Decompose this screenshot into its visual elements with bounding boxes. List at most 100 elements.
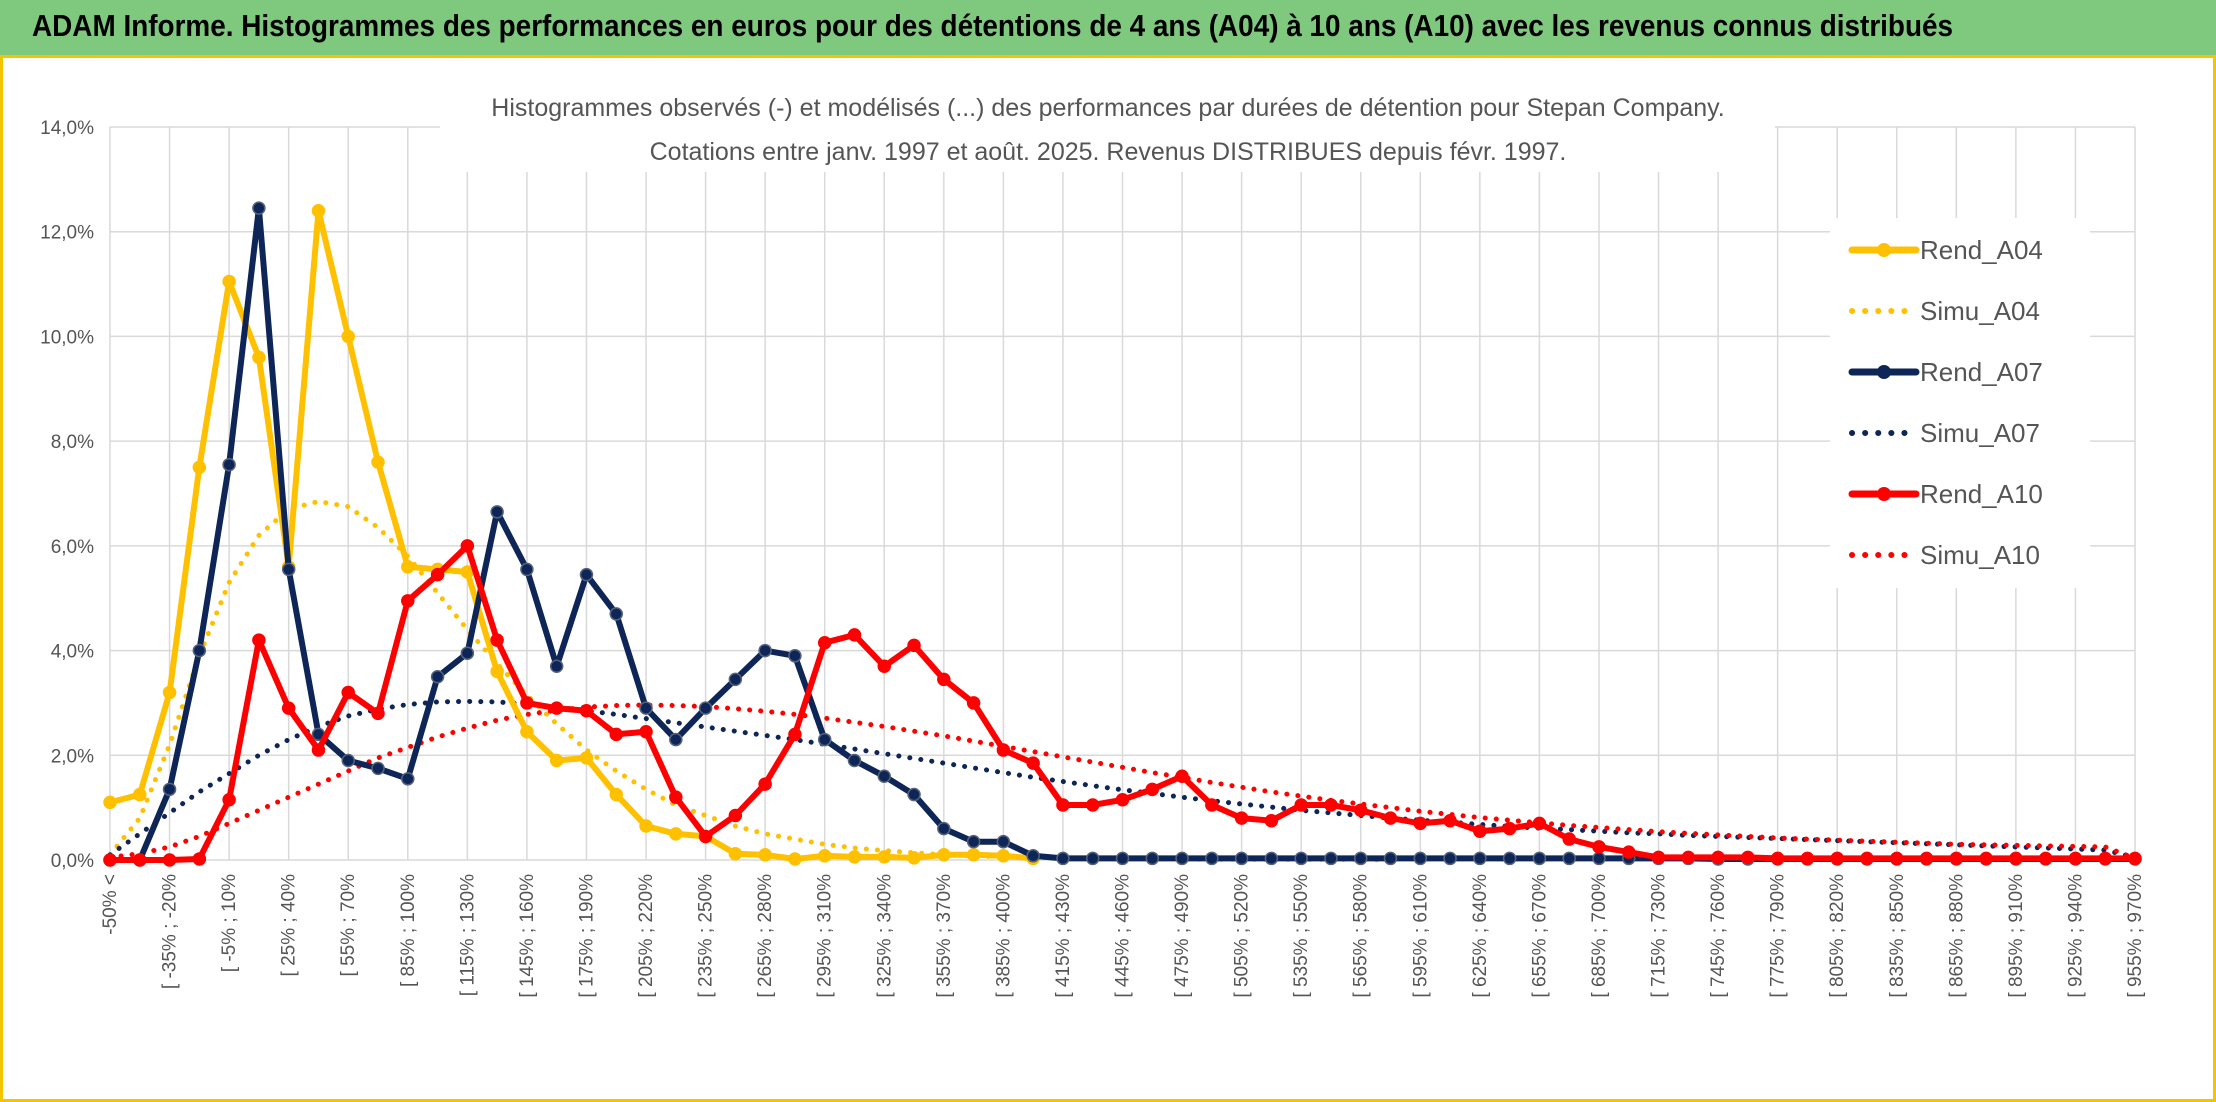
chart-subtitle: Cotations entre janv. 1997 et août. 2025…: [650, 138, 1567, 166]
legend-label: Rend_A04: [1920, 235, 2043, 265]
data-point-rend_a10: [2009, 851, 2023, 866]
data-point-rend_a10: [281, 701, 296, 715]
legend-backdrop: [1830, 218, 2090, 588]
data-point-rend_a10: [758, 777, 772, 791]
x-tick-label: [ 445% ; 460%: [1113, 874, 1134, 998]
data-point-rend_a07: [758, 643, 772, 658]
data-point-rend_a10: [579, 704, 594, 718]
data-point-rend_a10: [1681, 850, 1696, 865]
data-point-rend_a07: [698, 701, 713, 715]
data-point-rend_a10: [1294, 798, 1308, 812]
data-point-rend_a04: [966, 848, 981, 862]
data-point-rend_a07: [371, 761, 385, 776]
data-point-rend_a04: [609, 787, 623, 802]
x-tick-label: [ 805% ; 820%: [1827, 874, 1848, 998]
data-point-rend_a10: [401, 594, 415, 608]
data-point-rend_a10: [1562, 832, 1576, 846]
x-tick-label: [ 895% ; 910%: [2006, 874, 2027, 998]
data-point-rend_a07: [1056, 851, 1070, 866]
data-point-rend_a10: [877, 659, 892, 674]
data-point-rend_a04: [401, 560, 415, 574]
x-tick-label: [ 535% ; 550%: [1291, 874, 1312, 998]
data-point-rend_a07: [1294, 851, 1308, 866]
data-point-rend_a07: [966, 834, 981, 849]
data-point-rend_a10: [1770, 851, 1785, 866]
data-point-rend_a04: [996, 849, 1011, 863]
title-backdrop: [440, 86, 1775, 172]
x-tick-label: [ -5% ; 10%: [219, 874, 240, 972]
data-point-rend_a10: [1979, 851, 1993, 866]
data-point-rend_a07: [401, 772, 415, 786]
data-point-rend_a10: [549, 701, 564, 715]
data-point-rend_a10: [192, 852, 207, 866]
data-point-rend_a07: [847, 753, 862, 768]
data-point-rend_a07: [162, 782, 177, 797]
data-point-rend_a07: [341, 753, 355, 768]
x-tick-label: [ 655% ; 670%: [1529, 874, 1550, 998]
data-point-rend_a07: [728, 672, 743, 687]
data-point-rend_a07: [1413, 851, 1428, 866]
y-axis-labels: 0,0% 2,0% 4,0% 6,0% 8,0% 10,0% 12,0% 14,0%: [40, 118, 94, 872]
data-point-rend_a04: [520, 724, 534, 739]
data-point-rend_a04: [758, 848, 772, 862]
series-line-simu_a04: [107, 498, 1393, 863]
data-point-rend_a10: [788, 727, 802, 742]
data-point-rend_a10: [609, 727, 623, 742]
data-point-rend_a10: [490, 633, 504, 647]
data-point-rend_a10: [1502, 821, 1517, 836]
data-point-rend_a10: [1919, 851, 1934, 866]
data-point-rend_a07: [669, 732, 683, 747]
legend-marker: [1877, 487, 1891, 501]
x-tick-label: [ 85% ; 100%: [398, 874, 419, 987]
data-point-rend_a07: [1532, 851, 1547, 866]
y-tick-label: 8,0%: [51, 432, 94, 453]
data-point-rend_a10: [1145, 782, 1160, 797]
data-point-rend_a10: [222, 793, 236, 807]
data-point-rend_a10: [1830, 851, 1844, 866]
series-line-simu_a10: [107, 702, 2138, 861]
data-point-rend_a04: [579, 751, 594, 765]
data-point-rend_a10: [698, 829, 713, 844]
data-point-rend_a10: [1383, 811, 1398, 825]
data-point-rend_a04: [877, 850, 892, 864]
data-point-rend_a10: [103, 853, 117, 867]
data-point-rend_a10: [1413, 816, 1428, 831]
data-point-rend_a07: [1324, 851, 1338, 866]
data-point-rend_a10: [1115, 793, 1130, 807]
data-point-rend_a10: [1205, 798, 1219, 812]
data-point-rend_a04: [103, 795, 117, 810]
x-tick-label: [ 745% ; 760%: [1708, 874, 1729, 998]
data-point-rend_a10: [2128, 851, 2142, 866]
data-point-rend_a10: [847, 628, 862, 642]
data-point-rend_a10: [1324, 798, 1338, 812]
data-point-rend_a04: [549, 753, 564, 768]
x-tick-label: [ 685% ; 700%: [1589, 874, 1610, 998]
legend-label: Simu_A10: [1920, 540, 2040, 570]
data-point-rend_a07: [192, 643, 207, 658]
data-point-rend_a10: [1890, 851, 1904, 866]
data-point-rend_a10: [2068, 851, 2083, 866]
data-point-rend_a10: [817, 635, 832, 650]
x-tick-label: [ 265% ; 280%: [755, 874, 776, 998]
data-point-rend_a07: [549, 659, 564, 674]
x-tick-label: [ 775% ; 790%: [1768, 874, 1789, 998]
x-tick-label: [ 865% ; 880%: [1946, 874, 1967, 998]
data-point-rend_a07: [1234, 851, 1249, 866]
x-tick-label: [ 565% ; 580%: [1351, 874, 1372, 998]
x-tick-label: [ 115% ; 130%: [457, 874, 478, 996]
data-point-rend_a04: [847, 850, 862, 864]
data-point-rend_a10: [1800, 851, 1815, 866]
data-point-rend_a07: [460, 646, 475, 660]
x-tick-label: [ 25% ; 40%: [279, 874, 300, 977]
data-point-rend_a04: [252, 350, 266, 365]
data-point-rend_a07: [1115, 851, 1130, 866]
data-point-rend_a07: [1443, 851, 1457, 866]
x-tick-label: [ 355% ; 370%: [934, 874, 955, 998]
data-point-rend_a07: [1473, 851, 1487, 866]
data-point-rend_a10: [371, 706, 385, 721]
data-point-rend_a10: [162, 853, 177, 867]
x-tick-label: [ 55% ; 70%: [338, 874, 359, 977]
data-point-rend_a07: [1502, 851, 1517, 866]
series-line-simu_a07: [107, 698, 2138, 860]
